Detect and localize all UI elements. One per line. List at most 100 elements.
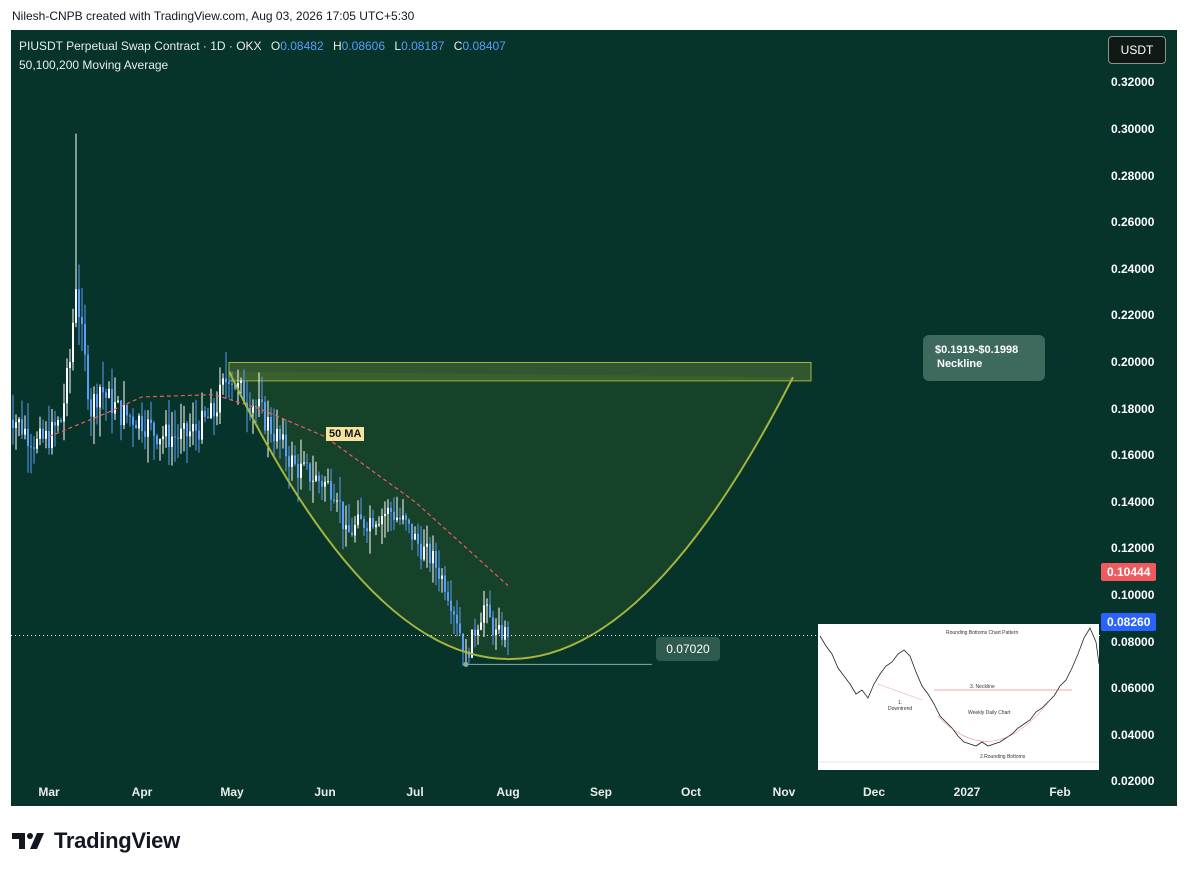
candle [54, 421, 56, 426]
candle [135, 424, 137, 429]
candle [501, 624, 503, 640]
candle [243, 380, 245, 403]
price-tick-label: 0.06000 [1108, 680, 1158, 697]
time-tick-label: Sep [589, 785, 613, 799]
candle [30, 446, 32, 448]
open-value: 0.08482 [280, 39, 324, 53]
candle [420, 543, 422, 560]
candle [276, 428, 278, 442]
inset-bottoms: 2.Rounding Bottoms [980, 754, 1026, 760]
candle [471, 629, 473, 658]
symbol-title: PIUSDT Perpetual Swap Contract · 1D · OK… [19, 39, 262, 53]
candle [354, 524, 356, 536]
candle [477, 629, 479, 636]
price-plot[interactable] [11, 30, 1177, 806]
price-tick-label: 0.24000 [1108, 260, 1158, 277]
candle [363, 519, 365, 529]
candle [360, 514, 362, 520]
header-credit: Nilesh-CNPB created with TradingView.com… [12, 9, 415, 23]
reference-pattern-image: Rounding Bottoms Chart Pattern 3. Neckli… [818, 624, 1099, 770]
price-tick-label: 0.32000 [1108, 74, 1158, 91]
candle [108, 388, 110, 398]
time-tick-label: Oct [680, 785, 702, 799]
candle [390, 507, 392, 512]
candle [75, 289, 77, 323]
time-tick-label: Aug [496, 785, 520, 799]
candle [396, 517, 398, 520]
candle [45, 430, 47, 439]
candle [18, 419, 20, 423]
currency-button[interactable]: USDT [1108, 36, 1166, 64]
candle [399, 517, 401, 520]
candle [195, 424, 197, 431]
candle [114, 402, 116, 414]
candle [504, 627, 506, 640]
candle [414, 533, 416, 540]
candle [489, 604, 491, 618]
candle [96, 394, 98, 408]
last-price-tag: 0.08260 [1101, 613, 1157, 631]
candle [186, 423, 188, 437]
candle [234, 384, 236, 389]
candle [165, 424, 167, 437]
candle [81, 317, 83, 325]
candle [387, 507, 389, 514]
candle [105, 392, 107, 398]
candle [201, 410, 203, 440]
candle [492, 617, 494, 635]
candle [273, 433, 275, 442]
time-tick-label: Dec [862, 785, 886, 799]
indicator-legend[interactable]: 50,100,200 Moving Average [19, 58, 169, 72]
candle [348, 525, 350, 533]
candle [147, 419, 149, 437]
candle [324, 481, 326, 487]
candle [93, 394, 95, 417]
candle [483, 605, 485, 623]
neckline-callout: $0.1919-$0.1998 Neckline [923, 335, 1045, 381]
candle [225, 378, 227, 383]
candle [366, 528, 368, 532]
price-tick-label: 0.12000 [1108, 540, 1158, 557]
candle [303, 462, 305, 464]
candle [162, 436, 164, 440]
candle [66, 367, 68, 404]
candle [120, 400, 122, 426]
candle [168, 424, 170, 447]
candle [408, 519, 410, 524]
candle [228, 382, 230, 384]
candle [480, 622, 482, 630]
candle [174, 436, 176, 438]
candle [450, 600, 452, 612]
symbol-legend: PIUSDT Perpetual Swap Contract · 1D · OK… [19, 39, 506, 53]
low-label: L [394, 39, 402, 53]
candle [453, 611, 455, 615]
inset-title: Rounding Bottoms Chart Pattern [946, 630, 1019, 636]
candle [486, 604, 488, 606]
price-tick-label: 0.14000 [1108, 493, 1158, 510]
candle [183, 423, 185, 429]
ma-price-tag: 0.10444 [1101, 563, 1157, 581]
time-tick-label: 2027 [953, 785, 981, 799]
chart-pane[interactable]: PIUSDT Perpetual Swap Contract · 1D · OK… [11, 30, 1177, 806]
candle [282, 434, 284, 440]
candle [33, 447, 35, 449]
candle [468, 651, 470, 658]
candle [423, 546, 425, 560]
price-tick-label: 0.20000 [1108, 354, 1158, 370]
time-tick-label: Nov [772, 785, 796, 799]
candle [261, 399, 263, 403]
candle [99, 387, 101, 408]
candle [252, 406, 254, 413]
candle [378, 524, 380, 526]
candle [246, 402, 248, 408]
candle [474, 629, 476, 636]
candle [306, 462, 308, 464]
candle [231, 383, 233, 385]
candle [429, 543, 431, 564]
candle [213, 403, 215, 417]
inset-neckline: 3. Neckline [970, 684, 995, 690]
candle [189, 431, 191, 437]
inset-downtrend-number: 1. [898, 700, 903, 706]
candle [255, 406, 257, 408]
candle [342, 501, 344, 530]
